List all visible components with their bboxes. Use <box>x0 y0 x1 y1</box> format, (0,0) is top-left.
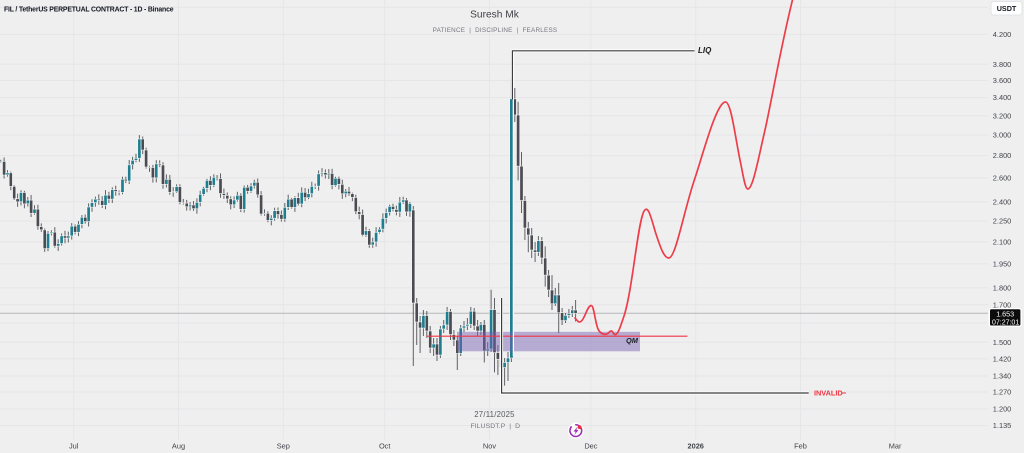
svg-text:2.250: 2.250 <box>993 217 1012 226</box>
svg-text:4.200: 4.200 <box>993 30 1012 39</box>
svg-text:1.950: 1.950 <box>993 259 1012 268</box>
svg-text:1.270: 1.270 <box>993 388 1012 397</box>
svg-text:Oct: Oct <box>379 441 391 450</box>
svg-text:3.800: 3.800 <box>993 60 1012 69</box>
svg-text:FIL / TetherUS PERPETUAL CONTR: FIL / TetherUS PERPETUAL CONTRACT - 1D -… <box>4 6 174 13</box>
svg-text:LIQ: LIQ <box>698 46 712 55</box>
svg-text:1.420: 1.420 <box>993 354 1012 363</box>
svg-text:Suresh Mk: Suresh Mk <box>470 10 520 21</box>
svg-text:1.135: 1.135 <box>993 421 1012 430</box>
svg-text:3.600: 3.600 <box>993 76 1012 85</box>
svg-text:1.800: 1.800 <box>993 283 1012 292</box>
svg-text:INVALID: INVALID <box>814 389 843 398</box>
svg-text:USDT: USDT <box>997 4 1017 13</box>
svg-text:07:27:01: 07:27:01 <box>992 320 1019 327</box>
svg-text:2.100: 2.100 <box>993 237 1012 246</box>
svg-text:FILUSDT.P | D: FILUSDT.P | D <box>470 423 520 430</box>
svg-text:Dec: Dec <box>584 441 597 450</box>
svg-text:2.600: 2.600 <box>993 173 1012 182</box>
svg-text:QM: QM <box>626 336 639 345</box>
svg-text:2026: 2026 <box>687 441 703 450</box>
svg-text:3.200: 3.200 <box>993 111 1012 120</box>
svg-text:3.400: 3.400 <box>993 93 1012 102</box>
svg-text:Sep: Sep <box>277 441 290 450</box>
svg-text:1.500: 1.500 <box>993 338 1012 347</box>
svg-text:1.340: 1.340 <box>993 372 1012 381</box>
svg-text:1.200: 1.200 <box>993 405 1012 414</box>
svg-text:Nov: Nov <box>483 441 496 450</box>
svg-text:2.400: 2.400 <box>993 197 1012 206</box>
svg-text:27/11/2025: 27/11/2025 <box>474 410 515 419</box>
svg-text:Feb: Feb <box>794 441 807 450</box>
svg-text:2.800: 2.800 <box>993 151 1012 160</box>
svg-text:1.700: 1.700 <box>993 300 1012 309</box>
svg-text:PATIENCE | DISCIPLINE | FE: PATIENCE | DISCIPLINE | FEARLESS <box>433 27 558 34</box>
svg-text:1.653: 1.653 <box>996 309 1014 318</box>
svg-text:Jul: Jul <box>69 441 79 450</box>
svg-text:Mar: Mar <box>889 441 902 450</box>
svg-text:Aug: Aug <box>172 441 185 450</box>
svg-text:3.000: 3.000 <box>993 131 1012 140</box>
